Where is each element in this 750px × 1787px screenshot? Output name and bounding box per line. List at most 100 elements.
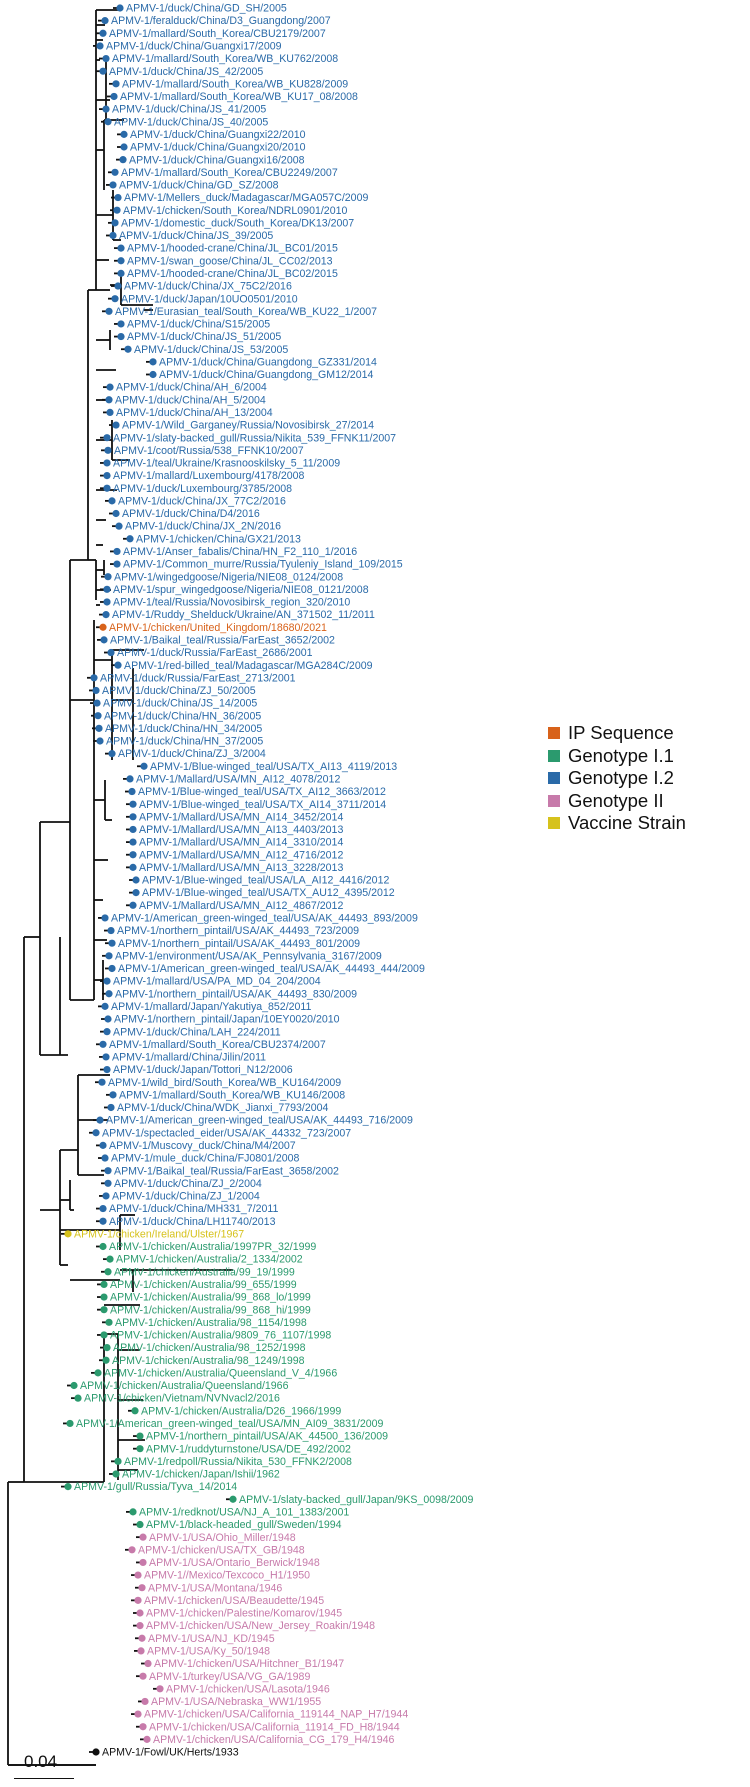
tip-label: APMV-1/Mallard/USA/MN_AI12_4867/2012: [139, 900, 343, 912]
tip-marker: [96, 737, 104, 745]
tip-marker: [101, 17, 109, 25]
tip-marker: [107, 648, 115, 657]
tip-label: APMV-1/chicken/United_Kingdom/18680/2021: [109, 622, 327, 634]
tip-label: APMV-1/Mallard/USA/MN_AI12_4716/2012: [139, 849, 343, 861]
tip-marker: [136, 1520, 144, 1529]
tip-marker: [129, 813, 137, 821]
scale-label: 0.04: [24, 1752, 58, 1771]
tip-marker: [139, 1672, 147, 1680]
tip-marker: [110, 92, 118, 101]
tip-label: APMV-1/redpoll/Russia/Nikita_530_FFNK2/2…: [124, 1456, 352, 1468]
tip-marker: [139, 1723, 147, 1731]
tip-marker: [99, 1040, 107, 1048]
tip-label: APMV-1/American_green-winged_teal/USA/AK…: [118, 963, 425, 975]
tip-label: APMV-1/duck/China/JX_2N/2016: [125, 521, 281, 533]
legend-item-genotype-ii: Genotype II: [548, 790, 686, 813]
tip-label: APMV-1/duck/China/S15/2005: [127, 319, 270, 331]
tip-marker: [103, 434, 111, 442]
tip-marker: [103, 1028, 111, 1036]
tip-marker: [99, 29, 107, 37]
tip-marker: [101, 1154, 109, 1162]
tip-label: APMV-1/USA/Montana/1946: [148, 1582, 282, 1594]
tip-label: APMV-1/Blue-winged_teal/USA/LA_AI12_4416…: [142, 875, 389, 887]
tip-label: APMV-1/Mallard/USA/MN_AI14_3452/2014: [139, 811, 343, 823]
tip-label: APMV-1/chicken/Australia/98_1249/1998: [112, 1355, 305, 1367]
tip-marker: [143, 1735, 151, 1743]
tip-marker: [111, 295, 119, 303]
tip-marker: [107, 926, 115, 935]
tip-label: APMV-1/duck/Japan/10UO0501/2010: [121, 293, 298, 305]
legend-label: IP Sequence: [568, 722, 674, 744]
tip-marker: [101, 914, 109, 922]
tip-label: APMV-1/red-billed_teal/Madagascar/MGA284…: [124, 660, 373, 672]
tip-marker: [129, 800, 137, 808]
tip-label: APMV-1/redknot/USA/NJ_A_101_1383/2001: [139, 1506, 349, 1518]
tip-marker: [128, 1546, 136, 1554]
tip-marker: [113, 206, 121, 214]
tip-label: APMV-1/duck/China/LH11740/2013: [109, 1216, 276, 1228]
tip-label: APMV-1/chicken/Palestine/Komarov/1945: [146, 1608, 342, 1620]
tip-label: APMV-1/chicken/USA/Lasota/1946: [166, 1683, 330, 1695]
tip-marker: [92, 686, 100, 695]
tip-marker: [134, 1596, 142, 1604]
tip-marker: [102, 611, 110, 619]
tip-label: APMV-1/Common_murre/Russia/Tyuleniy_Isla…: [123, 559, 403, 571]
tip-marker: [117, 257, 125, 265]
tip-label: APMV-1/domestic_duck/South_Korea/DK13/20…: [121, 217, 354, 229]
legend-label: Genotype I.2: [568, 767, 674, 789]
tip-marker: [107, 1103, 115, 1112]
tip-label: APMV-1/mallard/South_Korea/WB_KU146/2008: [119, 1089, 345, 1101]
tip-label: APMV-1/chicken/Australia/Queensland_V_4/…: [104, 1367, 337, 1379]
tip-marker: [126, 535, 134, 543]
tip-label: APMV-1/duck/Russia/FarEast_2686/2001: [117, 647, 313, 659]
tip-label: APMV-1/chicken/USA/New_Jersey_Roakin/194…: [146, 1620, 375, 1632]
tip-label: APMV-1/duck/China/Guangdong_GZ331/2014: [159, 356, 377, 368]
tip-label: APMV-1/chicken/Australia/99_655/1999: [110, 1279, 297, 1291]
tip-label: APMV-1/duck/China/HN_34/2005: [105, 723, 262, 735]
tip-label: APMV-1/USA/Ohio_Miller/1948: [149, 1532, 296, 1544]
tip-marker: [136, 1622, 144, 1630]
tip-marker: [136, 1609, 144, 1617]
tip-label: APMV-1/chicken/Australia/99_868_hi/1999: [110, 1304, 311, 1316]
tip-marker: [103, 585, 111, 593]
tip-marker: [149, 370, 157, 379]
tip-label: APMV-1/duck/China/AH_13/2004: [116, 407, 273, 419]
tip-marker: [139, 1558, 147, 1567]
tip-marker: [117, 332, 125, 341]
tip-label: APMV-1/USA/Ky_50/1948: [147, 1645, 270, 1657]
tip-marker: [98, 1078, 106, 1086]
tip-label: APMV-1/teal/Ukraine/Krasnooskilsky_5_11/…: [113, 458, 340, 470]
tip-label: APMV-1/Baikal_teal/Russia/FarEast_3658/2…: [114, 1165, 339, 1177]
tip-label: APMV-1/chicken/China/GX21/2013: [136, 533, 301, 545]
tip-label: APMV-1/duck/Japan/Tottori_N12/2006: [113, 1064, 293, 1076]
tip-label: APMV-1/Mallard/USA/MN_AI13_4403/2013: [139, 824, 343, 836]
tip-label: APMV-1/Mellers_duck/Madagascar/MGA057C/2…: [124, 192, 368, 204]
tip-marker: [99, 1242, 107, 1251]
tip-marker: [111, 219, 119, 227]
tip-label: APMV-1/chicken/USA/Hitchner_B1/1947: [154, 1658, 344, 1670]
tip-label: APMV-1/duck/China/JS_41/2005: [112, 104, 266, 116]
tip-marker: [99, 1217, 107, 1225]
tip-label: APMV-1/duck/China/ZJ_2/2004: [114, 1178, 262, 1190]
tip-label: APMV-1/mallard/Luxembourg/4178/2008: [113, 470, 304, 482]
tip-marker: [140, 762, 148, 770]
legend-label: Genotype II: [568, 789, 664, 811]
tip-marker: [229, 1495, 237, 1503]
tip-marker: [114, 282, 122, 290]
tip-marker: [100, 1331, 108, 1339]
scale-line: [14, 1778, 74, 1779]
tip-label: APMV-1/chicken/Ireland/Ulster/1967: [74, 1228, 244, 1240]
tip-label: APMV-1/duck/China/GD_SZ/2008: [119, 180, 279, 192]
tip-marker: [108, 939, 116, 947]
tip-marker: [124, 345, 132, 353]
tip-label: APMV-1/duck/Luxembourg/3785/2008: [113, 483, 292, 495]
tip-marker: [101, 1002, 109, 1010]
tip-label: APMV-1/slaty-backed_gull/Japan/9KS_0098/…: [239, 1494, 474, 1506]
legend-label: Vaccine Strain: [568, 812, 686, 834]
tip-label: APMV-1/mallard/USA/PA_MD_04_204/2004: [113, 976, 321, 988]
tip-marker: [103, 471, 111, 480]
tip-label: APMV-1/duck/China/JS_42/2005: [109, 66, 263, 78]
tip-marker: [141, 1697, 149, 1706]
tip-marker: [112, 1470, 120, 1478]
tip-label: APMV-1/mallard/China/Jilin/2011: [112, 1052, 266, 1064]
